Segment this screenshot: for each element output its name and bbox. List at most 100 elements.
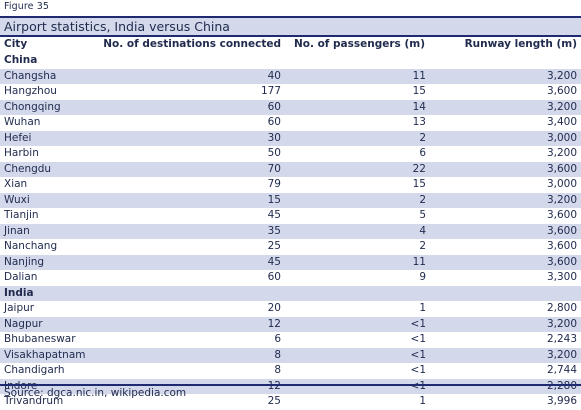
table-row: Nanjing 45 11 3,600 [0, 254, 581, 270]
cell-destinations: 70 [267, 162, 281, 175]
cell-passengers: <1 [410, 379, 426, 392]
cell-passengers: 11 [412, 69, 426, 82]
table-row: Nagpur 12 <1 3,200 [0, 316, 581, 332]
cell-runway: 3,000 [546, 131, 577, 144]
table-row: Harbin 50 6 3,200 [0, 146, 581, 162]
cell-city: Jaipur [4, 302, 35, 314]
cell-destinations: 60 [267, 271, 281, 283]
figure-label: Figure 35 [4, 1, 50, 12]
cell-passengers: 9 [419, 271, 426, 283]
cell-passengers: 11 [412, 255, 426, 268]
header-row: City No. of destinations connected No. o… [0, 36, 581, 53]
cell-passengers: <1 [410, 317, 426, 330]
cell-city: Hefei [4, 131, 32, 144]
cell-runway: 3,600 [546, 209, 577, 221]
source-divider [0, 384, 581, 386]
cell-passengers: 5 [419, 209, 426, 221]
table-row: Chandigarh 8 <1 2,744 [0, 363, 581, 379]
cell-city: Changsha [4, 69, 57, 82]
group-row-china: China [0, 53, 581, 69]
cell-city: Wuxi [4, 193, 30, 206]
cell-destinations: 8 [274, 348, 281, 361]
table-row: Wuhan 60 13 3,400 [0, 115, 581, 131]
cell-city: Nagpur [4, 317, 43, 330]
cell-runway: 2,243 [546, 333, 577, 345]
cell-runway: 3,600 [546, 240, 577, 252]
table-row: Visakhapatnam 8 <1 3,200 [0, 347, 581, 363]
table-row: Dalian 60 9 3,300 [0, 270, 581, 286]
cell-destinations: 15 [267, 193, 281, 206]
cell-runway: 2,280 [546, 379, 577, 392]
group-label: India [4, 286, 34, 299]
cell-destinations: 50 [267, 147, 281, 159]
cell-destinations: 45 [267, 209, 281, 221]
group-row-india: India [0, 285, 581, 301]
table-row: Hefei 30 2 3,000 [0, 130, 581, 146]
cell-runway: 3,300 [546, 271, 577, 283]
table-row: Chengdu 70 22 3,600 [0, 161, 581, 177]
cell-runway: 3,000 [546, 178, 577, 190]
cell-runway: 3,200 [546, 317, 577, 330]
header-destinations: No. of destinations connected [103, 38, 281, 50]
cell-runway: 3,200 [546, 147, 577, 159]
table-row: Hangzhou 177 15 3,600 [0, 84, 581, 100]
cell-destinations: 60 [267, 100, 281, 113]
cell-destinations: 25 [267, 395, 281, 407]
header-city: City [4, 38, 28, 50]
cell-passengers: 22 [412, 162, 426, 175]
cell-passengers: 13 [412, 116, 426, 128]
table-row: Nanchang 25 2 3,600 [0, 239, 581, 255]
cell-city: Chongqing [4, 100, 61, 113]
cell-passengers: <1 [410, 364, 426, 376]
cell-passengers: 2 [419, 240, 426, 252]
table-row: Wuxi 15 2 3,200 [0, 192, 581, 208]
cell-runway: 3,996 [546, 395, 577, 407]
cell-city: Xian [4, 178, 28, 190]
cell-passengers: 4 [419, 224, 426, 237]
cell-runway: 3,200 [546, 69, 577, 82]
cell-runway: 3,200 [546, 193, 577, 206]
header-passengers: No. of passengers (m) [293, 38, 425, 50]
cell-city: Nanchang [4, 240, 58, 252]
statistics-table: City No. of destinations connected No. o… [0, 36, 581, 410]
table-row: Tianjin 45 5 3,600 [0, 208, 581, 224]
table-body: China Changsha 40 11 3,200 Hangzhou 177 15 3,600… [0, 53, 581, 410]
cell-destinations: 25 [267, 240, 281, 252]
header-runway: Runway length (m) [464, 38, 577, 50]
cell-runway: 2,744 [546, 364, 577, 376]
cell-destinations: 12 [267, 317, 281, 330]
cell-destinations: 6 [274, 333, 281, 345]
cell-destinations: 60 [267, 116, 281, 128]
cell-city: Dalian [4, 271, 38, 283]
table-title: Airport statistics, India versus China [4, 19, 230, 34]
cell-passengers: 2 [419, 193, 426, 206]
cell-city: Wuhan [4, 116, 41, 128]
cell-destinations: 177 [260, 85, 281, 97]
table-row: Changsha 40 11 3,200 [0, 68, 581, 84]
cell-runway: 3,200 [546, 100, 577, 113]
cell-passengers: 1 [419, 302, 426, 314]
cell-passengers: 15 [412, 85, 426, 97]
table-row: Jinan 35 4 3,600 [0, 223, 581, 239]
cell-city: Visakhapatnam [4, 348, 86, 361]
cell-runway: 3,600 [546, 255, 577, 268]
cell-passengers: <1 [410, 333, 426, 345]
cell-city: Chengdu [4, 162, 52, 175]
table-row: Xian 79 15 3,000 [0, 177, 581, 193]
cell-city: Harbin [4, 147, 39, 159]
cell-runway: 3,200 [546, 348, 577, 361]
cell-passengers: 1 [419, 395, 426, 407]
cell-runway: 3,600 [546, 162, 577, 175]
cell-runway: 2,800 [546, 302, 577, 314]
cell-city: Nanjing [4, 255, 45, 268]
cell-city: Tianjin [4, 209, 39, 221]
cell-city: Jinan [4, 224, 30, 237]
cell-destinations: 30 [267, 131, 281, 144]
cell-passengers: 6 [419, 147, 426, 159]
table-row: Chongqing 60 14 3,200 [0, 99, 581, 115]
title-bar: Airport statistics, India versus China [0, 16, 581, 37]
table-row: Bhubaneswar 6 <1 2,243 [0, 332, 581, 348]
cell-runway: 3,400 [546, 116, 577, 128]
cell-city: Bhubaneswar [4, 333, 76, 345]
